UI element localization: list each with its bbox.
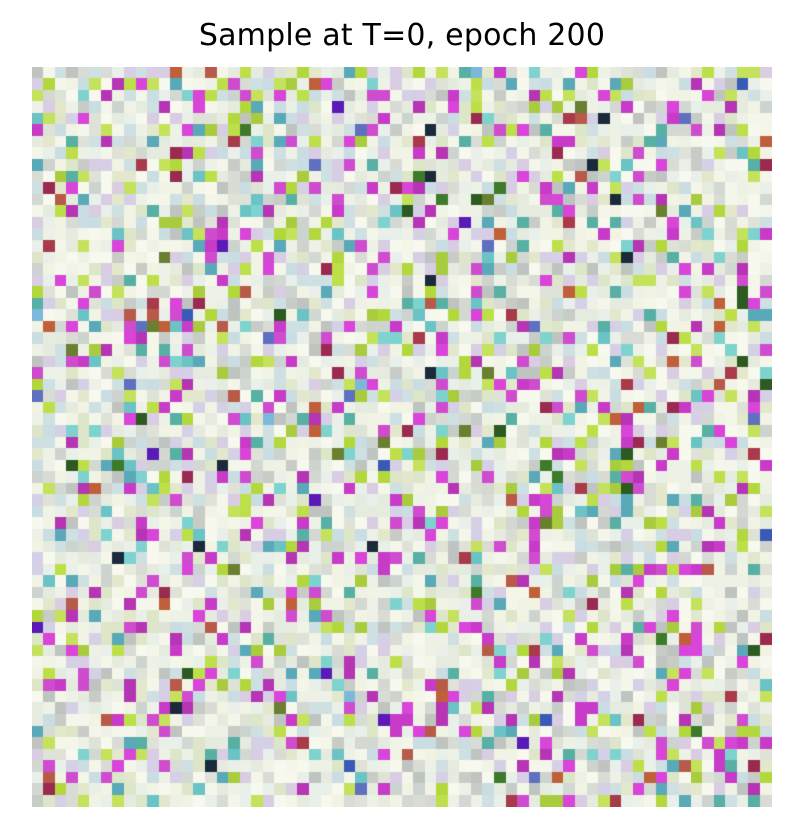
- figure-title: Sample at T=0, epoch 200: [198, 18, 606, 53]
- generated-sample-image: [32, 67, 772, 807]
